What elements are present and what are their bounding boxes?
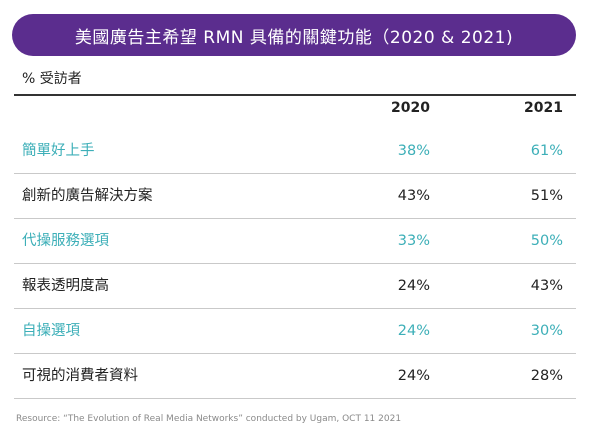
unit-label: % 受訪者: [22, 71, 82, 87]
row-divider: [14, 353, 576, 354]
table-row: 自操選項 24% 30%: [14, 309, 576, 354]
value-cell-2021: 28%: [530, 368, 563, 384]
table-row: 可視的消費者資料 24% 28%: [14, 354, 576, 399]
row-label: 自操選項: [22, 323, 80, 339]
value-cell-2021: 61%: [530, 143, 563, 159]
row-label: 報表透明度高: [22, 278, 109, 294]
value-cell-2020: 24%: [397, 368, 430, 384]
header-rule: [14, 94, 576, 96]
row-divider: [14, 173, 576, 174]
table-row: 創新的廣告解決方案 43% 51%: [14, 174, 576, 219]
value-cell-2021: 51%: [530, 188, 563, 204]
row-divider: [14, 263, 576, 264]
value-cell-2020: 43%: [397, 188, 430, 204]
value-cell-2021: 30%: [530, 323, 563, 339]
table-row: 簡單好上手 38% 61%: [14, 129, 576, 174]
chart-title: 美國廣告主希望 RMN 具備的關鍵功能（2020 & 2021): [12, 14, 576, 56]
row-label: 可視的消費者資料: [22, 368, 138, 384]
row-label: 代操服務選項: [22, 233, 109, 249]
row-divider: [14, 218, 576, 219]
value-cell-2020: 24%: [397, 323, 430, 339]
value-cell-2021: 50%: [530, 233, 563, 249]
row-divider: [14, 308, 576, 309]
value-cell-2020: 38%: [397, 143, 430, 159]
column-header-2021: 2021: [524, 100, 563, 116]
value-cell-2021: 43%: [530, 278, 563, 294]
source-note: Resource: “The Evolution of Real Media N…: [16, 414, 402, 424]
row-divider: [14, 398, 576, 399]
row-label: 創新的廣告解決方案: [22, 188, 153, 204]
table-row: 報表透明度高 24% 43%: [14, 264, 576, 309]
table-row: 代操服務選項 33% 50%: [14, 219, 576, 264]
row-label: 簡單好上手: [22, 143, 95, 159]
value-cell-2020: 33%: [397, 233, 430, 249]
value-cell-2020: 24%: [397, 278, 430, 294]
column-header-2020: 2020: [391, 100, 430, 116]
